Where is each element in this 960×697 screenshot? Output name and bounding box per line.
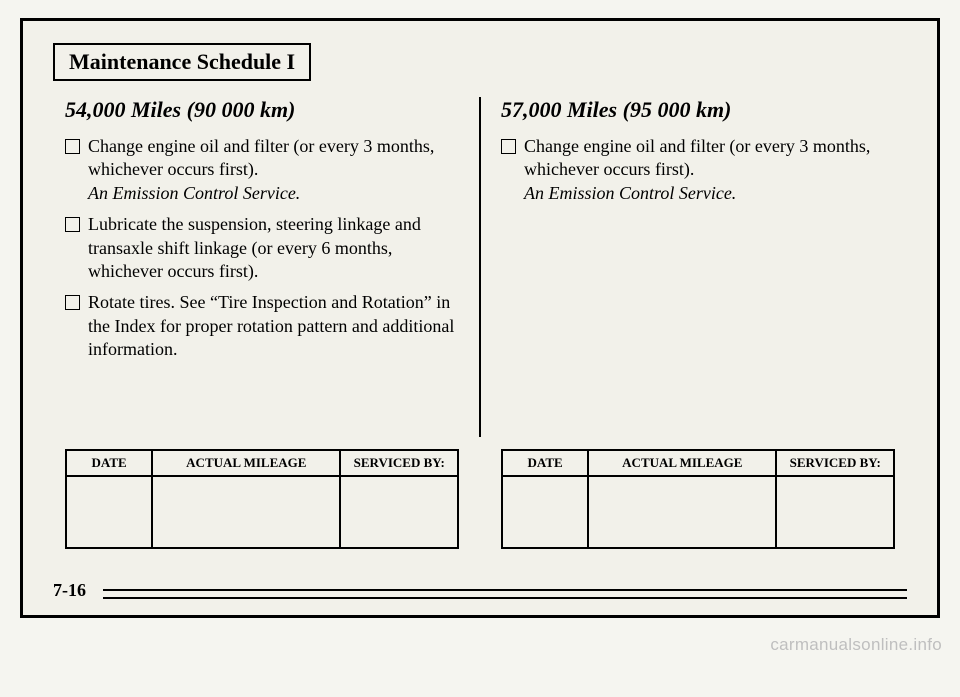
right-table-wrap: DATE ACTUAL MILEAGE SERVICED BY: [489, 449, 907, 549]
table-header-serviced: SERVICED BY: [340, 450, 458, 476]
checklist-item: Change engine oil and filter (or every 3… [65, 135, 459, 205]
schedule-title-box: Maintenance Schedule I [53, 43, 311, 81]
item-main: Rotate tires. See “Tire Inspection and R… [88, 292, 454, 359]
checklist-item: Rotate tires. See “Tire Inspection and R… [65, 291, 459, 361]
table-spacer [471, 449, 489, 549]
left-items: Change engine oil and filter (or every 3… [65, 135, 459, 370]
table-cell[interactable] [588, 476, 776, 548]
table-header-serviced: SERVICED BY: [776, 450, 894, 476]
footer-rule [103, 589, 907, 599]
checkbox-icon[interactable] [65, 217, 80, 232]
table-header-date: DATE [66, 450, 152, 476]
right-mile-heading: 57,000 Miles (95 000 km) [501, 97, 895, 123]
page-number: 7-16 [53, 580, 86, 601]
manual-page: Maintenance Schedule I 54,000 Miles (90 … [20, 18, 940, 618]
column-divider [479, 97, 481, 437]
service-record-table: DATE ACTUAL MILEAGE SERVICED BY: [501, 449, 895, 549]
item-note: An Emission Control Service. [524, 183, 736, 203]
item-text: Change engine oil and filter (or every 3… [524, 135, 895, 205]
watermark: carmanualsonline.info [770, 635, 942, 655]
right-items: Change engine oil and filter (or every 3… [501, 135, 895, 213]
checklist-item: Change engine oil and filter (or every 3… [501, 135, 895, 205]
item-text: Lubricate the suspension, steering linka… [88, 213, 459, 283]
table-cell[interactable] [776, 476, 894, 548]
checkbox-icon[interactable] [501, 139, 516, 154]
content-columns: 54,000 Miles (90 000 km) Change engine o… [53, 91, 907, 441]
left-table-wrap: DATE ACTUAL MILEAGE SERVICED BY: [53, 449, 471, 549]
table-cell[interactable] [502, 476, 588, 548]
table-header-mileage: ACTUAL MILEAGE [152, 450, 340, 476]
table-cell[interactable] [152, 476, 340, 548]
table-header-mileage: ACTUAL MILEAGE [588, 450, 776, 476]
item-main: Lubricate the suspension, steering linka… [88, 214, 421, 281]
right-column: 57,000 Miles (95 000 km) Change engine o… [489, 91, 907, 441]
record-tables-row: DATE ACTUAL MILEAGE SERVICED BY: [53, 449, 907, 549]
item-text: Rotate tires. See “Tire Inspection and R… [88, 291, 459, 361]
table-cell[interactable] [66, 476, 152, 548]
checkbox-icon[interactable] [65, 139, 80, 154]
table-header-date: DATE [502, 450, 588, 476]
item-main: Change engine oil and filter (or every 3… [88, 136, 434, 179]
schedule-title: Maintenance Schedule I [69, 49, 295, 74]
checkbox-icon[interactable] [65, 295, 80, 310]
table-cell[interactable] [340, 476, 458, 548]
item-text: Change engine oil and filter (or every 3… [88, 135, 459, 205]
item-note: An Emission Control Service. [88, 183, 300, 203]
left-column: 54,000 Miles (90 000 km) Change engine o… [53, 91, 471, 441]
checklist-item: Lubricate the suspension, steering linka… [65, 213, 459, 283]
left-mile-heading: 54,000 Miles (90 000 km) [65, 97, 459, 123]
service-record-table: DATE ACTUAL MILEAGE SERVICED BY: [65, 449, 459, 549]
item-main: Change engine oil and filter (or every 3… [524, 136, 870, 179]
